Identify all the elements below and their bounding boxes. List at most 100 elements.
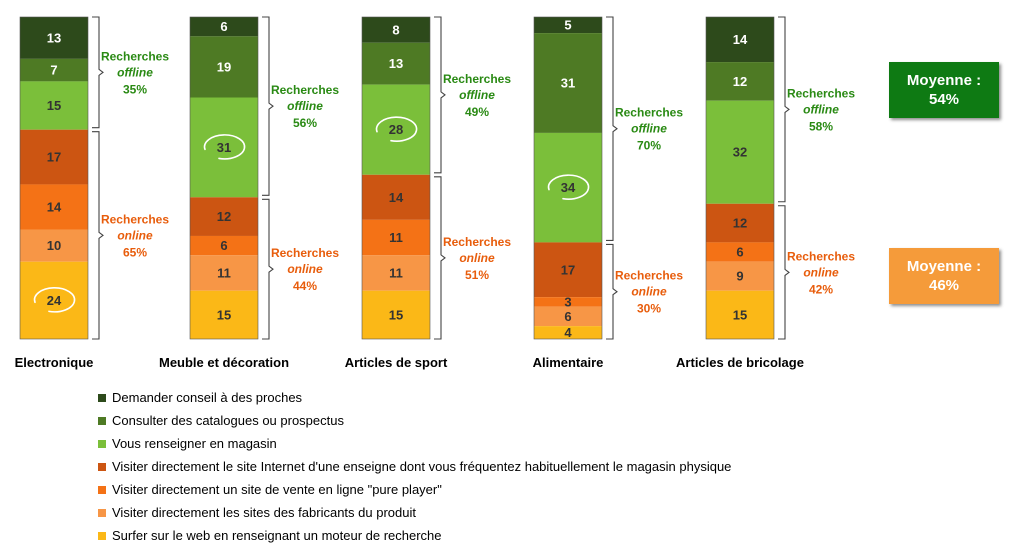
data-label: 8 xyxy=(392,22,399,37)
online-label-line2: online xyxy=(287,262,323,276)
offline-label-line2: offline xyxy=(287,99,323,113)
bar-segment xyxy=(706,203,774,243)
bar-segment xyxy=(20,184,88,230)
bar-segment xyxy=(362,42,430,85)
online-label-pct: 44% xyxy=(293,279,317,293)
online-label-line1: Recherches xyxy=(615,269,683,283)
legend-label: Demander conseil à des proches xyxy=(112,390,303,405)
legend-swatch xyxy=(98,531,106,540)
online-label-pct: 42% xyxy=(809,282,833,296)
data-label: 17 xyxy=(47,150,61,165)
data-label: 17 xyxy=(561,262,575,277)
data-label: 7 xyxy=(50,63,57,78)
offline-label-pct: 35% xyxy=(123,82,147,96)
offline-label-line1: Recherches xyxy=(271,83,339,97)
data-label: 19 xyxy=(217,59,231,74)
bar-segment xyxy=(362,174,430,220)
online-label-line2: online xyxy=(459,251,495,265)
online-bracket xyxy=(606,243,618,340)
average-online-value: 46% xyxy=(928,277,960,294)
online-bracket xyxy=(92,131,104,340)
bar-segment xyxy=(706,17,774,63)
category-label: Meuble et décoration xyxy=(159,355,289,370)
online-label-line2: online xyxy=(803,265,839,279)
data-label: 15 xyxy=(389,307,403,322)
bar-segment xyxy=(706,100,774,204)
online-label-line1: Recherches xyxy=(101,212,169,226)
online-label-line1: Recherches xyxy=(443,235,511,249)
bar-segment xyxy=(534,297,602,307)
bar-segment xyxy=(20,129,88,185)
offline-label-line1: Recherches xyxy=(443,72,511,86)
bar-segment xyxy=(20,261,88,339)
bar-segment xyxy=(706,261,774,291)
bar-segment xyxy=(20,81,88,130)
offline-label-line2: offline xyxy=(631,122,667,136)
legend-label: Visiter directement le site Internet d'u… xyxy=(112,459,732,474)
data-label: 31 xyxy=(561,76,575,91)
data-label: 14 xyxy=(733,32,748,47)
legend-item: Surfer sur le web en renseignant un mote… xyxy=(98,524,731,547)
online-label-line2: online xyxy=(117,228,153,242)
bar-outline xyxy=(705,16,775,340)
bar-segment xyxy=(20,229,88,262)
average-online-box: Moyenne : 46% xyxy=(889,248,999,304)
data-label: 15 xyxy=(733,307,747,322)
offline-label-line1: Recherches xyxy=(101,49,169,63)
data-label: 11 xyxy=(217,265,231,280)
data-label: 10 xyxy=(47,238,61,253)
highlight-circle xyxy=(203,134,246,160)
offline-label-line1: Recherches xyxy=(615,106,683,120)
bar-segment xyxy=(534,33,602,133)
offline-bracket xyxy=(434,16,446,174)
legend-item: Demander conseil à des proches xyxy=(98,386,731,409)
data-label: 13 xyxy=(389,56,403,71)
bar-segment xyxy=(190,97,258,198)
data-label: 6 xyxy=(220,238,227,253)
highlight-circle xyxy=(33,287,76,313)
data-label: 28 xyxy=(389,122,403,137)
bar-segment xyxy=(20,58,88,82)
offline-bracket xyxy=(92,16,104,129)
online-label-pct: 51% xyxy=(465,268,489,282)
offline-label-line2: offline xyxy=(803,102,839,116)
legend-swatch xyxy=(98,462,106,471)
data-label: 12 xyxy=(217,209,231,224)
legend-label: Visiter directement un site de vente en … xyxy=(112,482,442,497)
legend-label: Consulter des catalogues ou prospectus xyxy=(112,413,344,428)
average-offline-value: 54% xyxy=(928,91,960,108)
bar-segment xyxy=(190,235,258,256)
data-label: 15 xyxy=(217,307,231,322)
offline-bracket xyxy=(606,16,618,241)
data-label: 31 xyxy=(217,140,231,155)
online-label-line1: Recherches xyxy=(271,246,339,260)
data-label: 11 xyxy=(389,230,403,245)
legend-swatch xyxy=(98,393,106,402)
highlight-circle xyxy=(547,174,590,200)
data-label: 5 xyxy=(564,18,571,33)
bar-segment xyxy=(20,17,88,59)
bar-segment xyxy=(362,84,430,175)
offline-label-pct: 49% xyxy=(465,105,489,119)
data-label: 11 xyxy=(389,265,403,280)
category-label: Electronique xyxy=(15,355,94,370)
category-label: Articles de bricolage xyxy=(676,355,804,370)
offline-label-line1: Recherches xyxy=(787,86,855,100)
legend-item: Vous renseigner en magasin xyxy=(98,432,731,455)
bar-segment xyxy=(534,326,602,339)
offline-bracket xyxy=(778,16,790,203)
legend: Demander conseil à des proches Consulter… xyxy=(98,386,731,547)
bar-segment xyxy=(706,290,774,339)
bar-segment xyxy=(190,197,258,236)
bar-segment xyxy=(706,62,774,101)
online-label-line1: Recherches xyxy=(787,249,855,263)
online-label-pct: 30% xyxy=(637,302,661,316)
legend-label: Visiter directement les sites des fabric… xyxy=(112,505,416,520)
bar-segment xyxy=(362,290,430,339)
offline-label-line2: offline xyxy=(117,65,153,79)
online-label-line2: online xyxy=(631,285,667,299)
bar-outline xyxy=(189,16,259,340)
bar-segment xyxy=(190,36,258,98)
category-label: Alimentaire xyxy=(533,355,604,370)
